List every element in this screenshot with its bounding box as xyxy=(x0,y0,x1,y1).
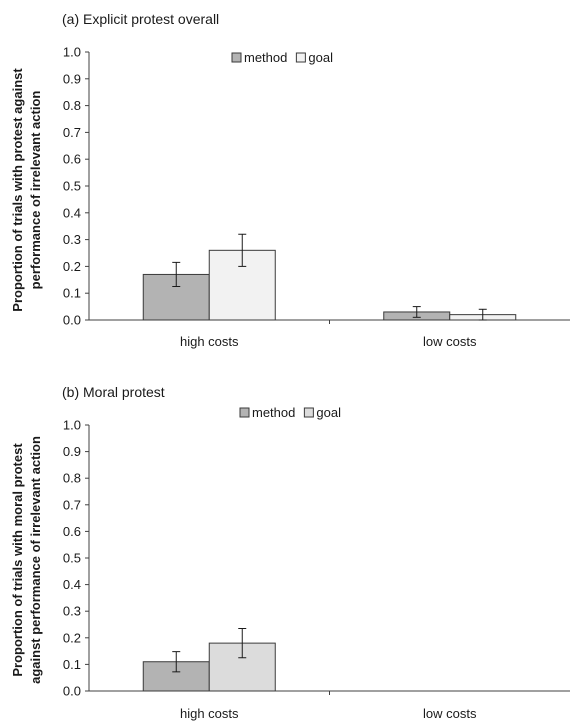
panel-b-legend-swatch-goal xyxy=(303,407,314,418)
panel-b-chart: (b) Moral protest Proportion of trials w… xyxy=(10,384,570,721)
panel-b-legend-label-method: method xyxy=(252,405,295,420)
panel-a-y-tick-label: 0.5 xyxy=(63,179,81,194)
panel-a-y-tick-label: 0.6 xyxy=(63,152,81,167)
panel-a-legend-label-method: method xyxy=(244,50,287,65)
panel-b-y-tick-label: 0.9 xyxy=(63,444,81,459)
panel-b-y-tick-label: 0.4 xyxy=(63,577,81,592)
panel-a-title: (a) Explicit protest overall xyxy=(62,11,219,27)
panel-a-y-tick-label: 0.4 xyxy=(63,205,81,220)
panel-a-y-tick-label: 1.0 xyxy=(63,45,81,60)
panel-a-legend-label-goal: goal xyxy=(308,50,333,65)
panel-a-y-tick-label: 0.8 xyxy=(63,98,81,113)
panel-b-category-label: low costs xyxy=(423,706,477,721)
panel-a-y-tick-label: 0.3 xyxy=(63,232,81,247)
panel-a-y-tick-label: 0.1 xyxy=(63,286,81,301)
panel-b-y-tick-label: 0.2 xyxy=(63,630,81,645)
panel-b-plot-area: 0.0 0.1 0.2 0.3 0.4 0.5 0.6 0.7 0.8 0.9 1.0 high co… xyxy=(63,405,570,721)
panel-a-plot-area: 0.0 0.1 0.2 0.3 0.4 0.5 0.6 0.7 0.8 0.9 1.0 high co… xyxy=(63,45,570,349)
panel-b-ylabel-line-2: against performance of irrelevant action xyxy=(28,436,43,684)
panel-a-category-label: high costs xyxy=(180,334,239,349)
panel-a-chart: (a) Explicit protest overall Proportion … xyxy=(10,11,570,349)
panel-b-y-tick-label: 0.5 xyxy=(63,551,81,566)
panel-b-y-tick-label: 0.3 xyxy=(63,604,81,619)
panel-a-y-tick-label: 0.0 xyxy=(63,313,81,328)
panel-a-y-tick-label: 0.2 xyxy=(63,259,81,274)
panel-a-category-label: low costs xyxy=(423,334,477,349)
panel-b-y-tick-label: 0.7 xyxy=(63,497,81,512)
panel-b-ylabel-line-1: Proportion of trials with moral protest xyxy=(10,443,25,677)
panel-b-legend-swatch-method xyxy=(239,407,250,418)
panel-b-y-tick-label: 0.6 xyxy=(63,524,81,539)
panel-a-ylabel-line-1: Proportion of trials with protest agains… xyxy=(10,68,25,312)
panel-a-y-tick-label: 0.9 xyxy=(63,71,81,86)
panel-b-y-tick-label: 0.1 xyxy=(63,657,81,672)
panel-b-y-tick-label: 0.0 xyxy=(63,684,81,699)
panel-a-legend-swatch-method xyxy=(231,52,242,63)
panel-b-legend-label-goal: goal xyxy=(316,405,341,420)
panel-a-y-tick-label: 0.7 xyxy=(63,125,81,140)
panel-a-ylabel-line-2: performance of irrelevant action xyxy=(28,91,43,290)
panel-b-y-tick-label: 1.0 xyxy=(63,418,81,433)
panel-b-category-label: high costs xyxy=(180,706,239,721)
panel-b-title: (b) Moral protest xyxy=(62,384,165,400)
panel-a-legend-swatch-goal xyxy=(295,52,306,63)
panel-b-y-tick-label: 0.8 xyxy=(63,471,81,486)
